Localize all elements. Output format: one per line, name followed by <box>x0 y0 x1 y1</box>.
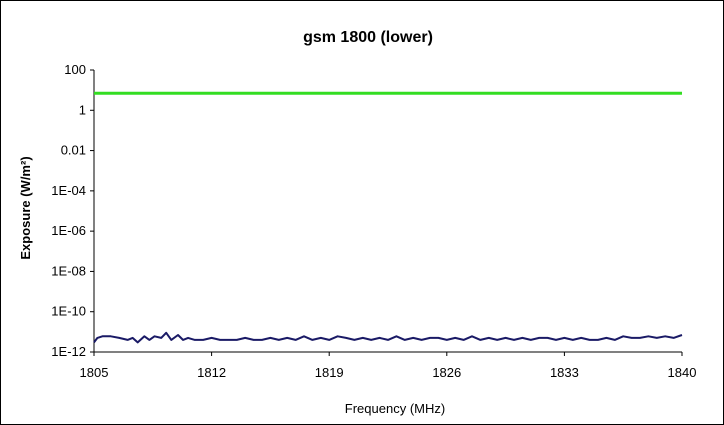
y-tick-label: 1E-06 <box>51 223 86 238</box>
y-tick-label: 100 <box>64 62 86 77</box>
series-line-2 <box>93 331 683 344</box>
x-tick-label: 1812 <box>197 365 226 380</box>
y-tick-label: 1E-04 <box>51 183 86 198</box>
y-tick-label: 1E-08 <box>51 263 86 278</box>
x-tick-label: 1805 <box>80 365 109 380</box>
x-tick-label: 1819 <box>315 365 344 380</box>
x-tick-label: 1840 <box>668 365 697 380</box>
x-tick-label: 1833 <box>550 365 579 380</box>
x-axis-label: Frequency (MHz) <box>345 401 445 416</box>
y-tick-label: 1 <box>79 102 86 117</box>
y-axis-label: Exposure (W/m²) <box>18 156 33 259</box>
x-tick-label: 1826 <box>432 365 461 380</box>
y-tick-label: 1E-10 <box>51 304 86 319</box>
plot-area: 1E-12 1E-10 1E-08 1E-06 1E-04 0.01 1 100 1805 181… <box>51 62 696 380</box>
y-tick-label: 0.01 <box>61 143 86 158</box>
y-tick-label: 1E-12 <box>51 344 86 359</box>
chart-title: gsm 1800 (lower) <box>303 29 433 46</box>
